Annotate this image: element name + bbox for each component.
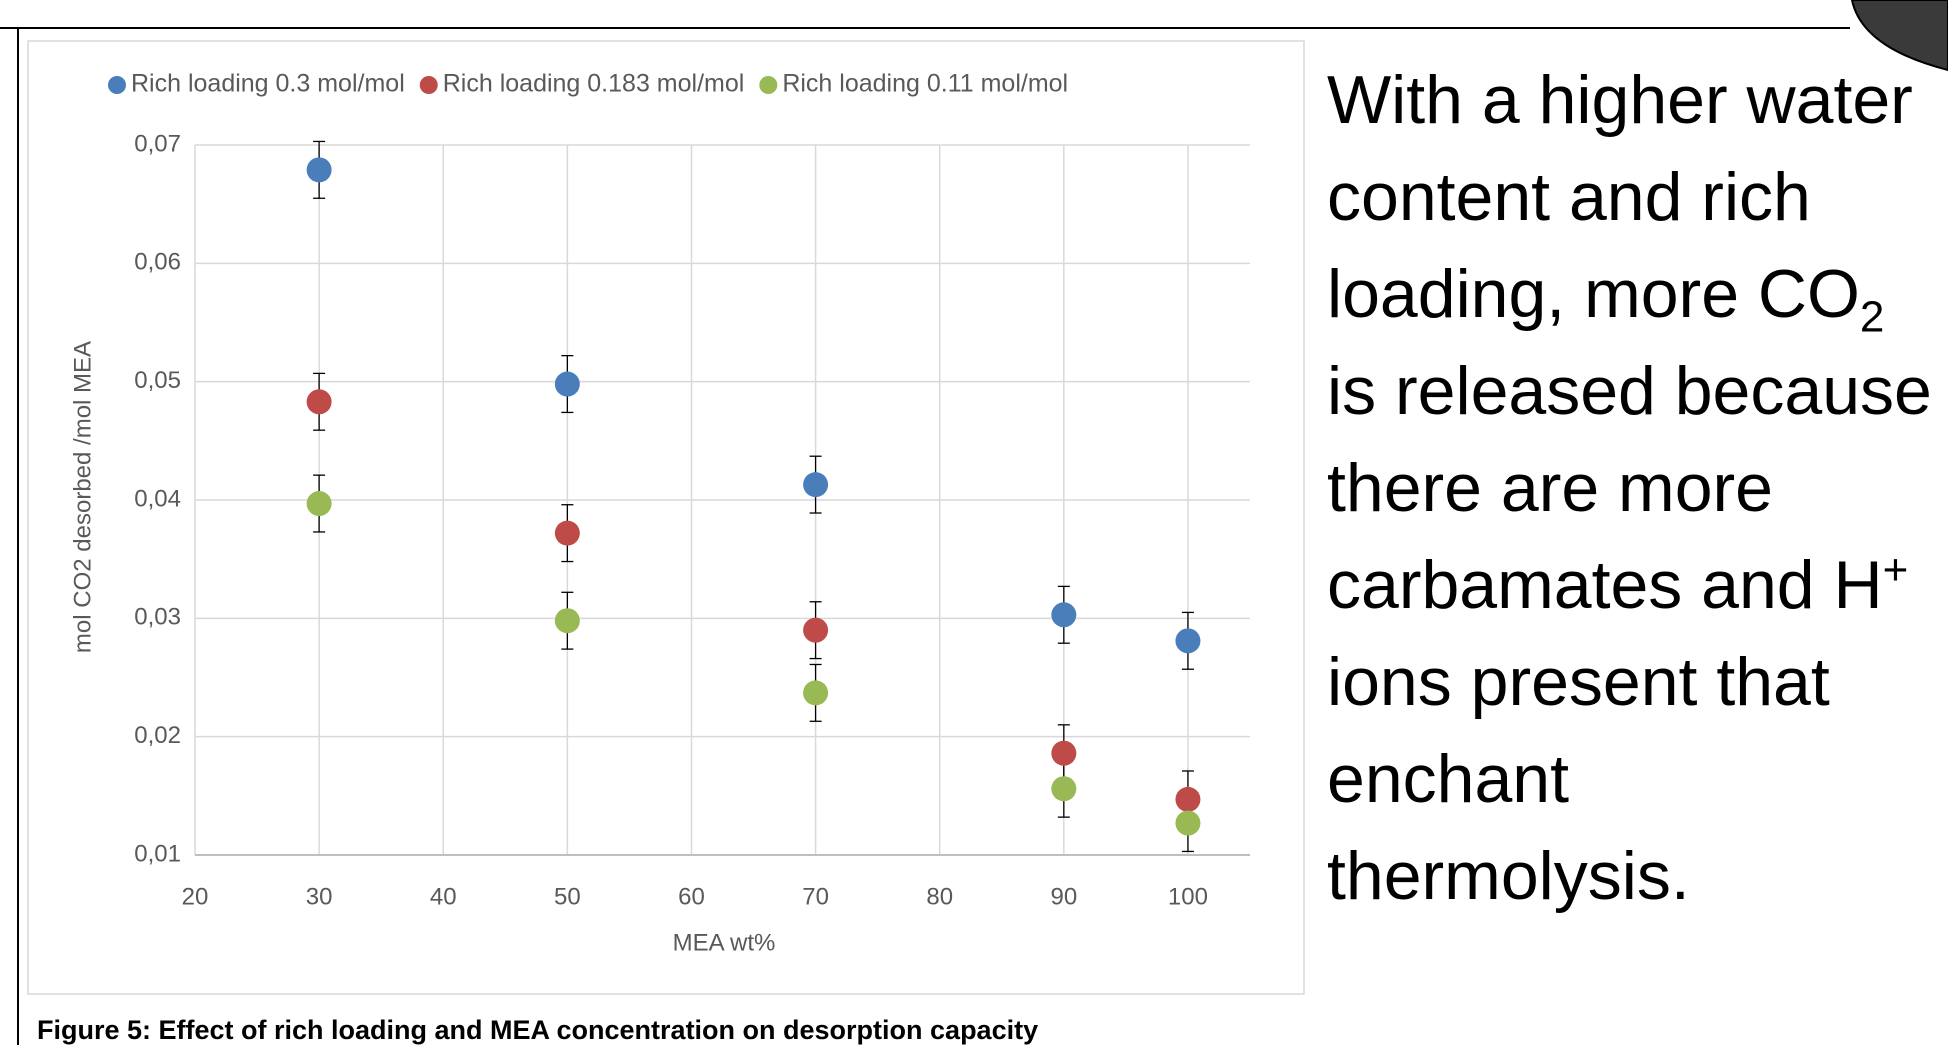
y-tick-label: 0,05 bbox=[134, 367, 181, 394]
point bbox=[1051, 740, 1077, 766]
point bbox=[306, 389, 332, 415]
point bbox=[1175, 810, 1201, 836]
side-text-part: ions present that enchant thermolysis. bbox=[1327, 644, 1830, 914]
y-tick-label: 0,06 bbox=[134, 249, 181, 276]
point bbox=[1175, 786, 1201, 812]
legend-label: Rich loading 0.3 mol/mol bbox=[131, 70, 405, 98]
point bbox=[554, 608, 580, 634]
point bbox=[554, 520, 580, 546]
side-text: With a higher water content and rich loa… bbox=[1327, 52, 1937, 925]
subscript: 2 bbox=[1859, 292, 1885, 342]
x-axis-title: MEA wt% bbox=[673, 929, 776, 956]
x-tick-label: 50 bbox=[554, 883, 581, 910]
point bbox=[554, 371, 580, 397]
x-tick-label: 60 bbox=[678, 883, 705, 910]
y-tick-label: 0,04 bbox=[134, 485, 181, 512]
side-text-part: With a higher water content and rich loa… bbox=[1327, 62, 1913, 332]
point bbox=[306, 157, 332, 183]
y-axis-title: mol CO2 desorbed /mol MEA bbox=[69, 341, 96, 653]
point bbox=[1051, 776, 1077, 802]
legend-marker bbox=[108, 76, 126, 94]
y-tick-label: 0,03 bbox=[134, 604, 181, 631]
legend-marker bbox=[419, 76, 438, 94]
x-tick-label: 30 bbox=[306, 883, 333, 910]
x-tick-label: 20 bbox=[182, 883, 209, 910]
superscript: + bbox=[1882, 545, 1909, 595]
x-tick-label: 80 bbox=[926, 883, 953, 910]
legend-marker bbox=[759, 76, 778, 94]
x-tick-label: 100 bbox=[1168, 883, 1208, 910]
point bbox=[1051, 602, 1077, 628]
point bbox=[803, 680, 829, 706]
chart-border bbox=[27, 40, 1305, 995]
x-tick-label: 70 bbox=[802, 883, 829, 910]
legend-label: Rich loading 0.183 mol/mol bbox=[443, 70, 745, 98]
x-tick-label: 40 bbox=[430, 883, 457, 910]
side-text-part: is released because there are more carba… bbox=[1327, 353, 1932, 623]
legend-label: Rich loading 0.11 mol/mol bbox=[782, 70, 1068, 98]
point bbox=[306, 491, 332, 517]
figure-caption: Figure 5: Effect of rich loading and MEA… bbox=[37, 1015, 1039, 1045]
point bbox=[803, 617, 829, 643]
point bbox=[803, 472, 829, 498]
y-tick-label: 0,01 bbox=[134, 840, 181, 867]
x-tick-label: 90 bbox=[1050, 883, 1077, 910]
y-tick-label: 0,07 bbox=[134, 130, 181, 157]
y-tick-label: 0,02 bbox=[134, 722, 181, 749]
point bbox=[1175, 628, 1201, 654]
